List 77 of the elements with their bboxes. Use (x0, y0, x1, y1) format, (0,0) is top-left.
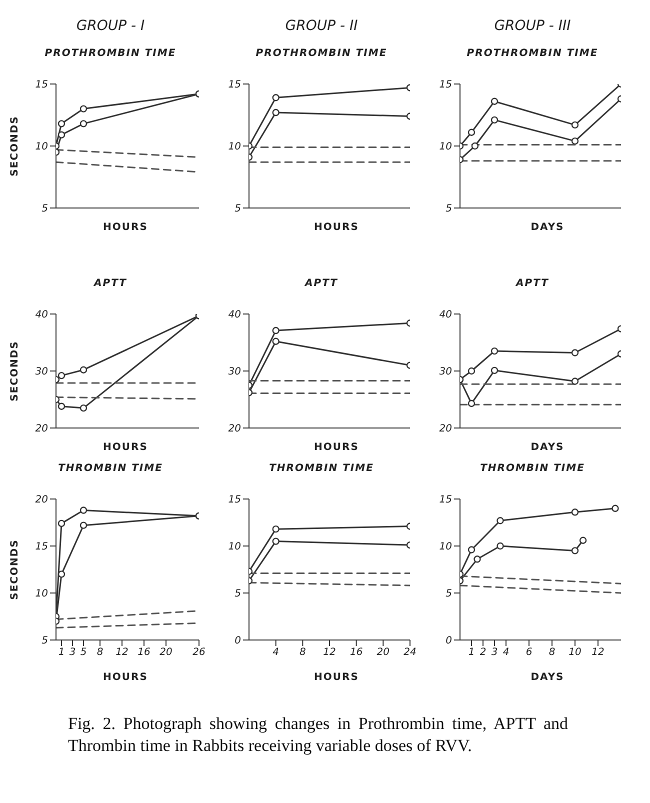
y-tick-label: 20 (439, 424, 452, 435)
x-tick-label: 24 (404, 647, 416, 658)
y-tick-label: 10 (35, 142, 48, 153)
x-tick-label: 4 (502, 647, 510, 658)
y-tick-label: 5 (446, 204, 452, 215)
y-tick-label: 40 (35, 310, 48, 321)
y-tick-label: 30 (439, 366, 452, 378)
chart-title: THROMBIN TIME (479, 463, 586, 476)
y-tick-label: 5 (42, 636, 48, 647)
x-tick-label: 20 (160, 647, 172, 658)
x-axis-title: HOURS (313, 222, 360, 233)
chart-title: APTT (304, 278, 339, 291)
x-tick-label: 6 (526, 647, 532, 658)
y-tick-label: 10 (439, 142, 452, 153)
y-tick-label: 15 (439, 80, 452, 91)
y-tick-label: 15 (35, 542, 48, 553)
x-tick-label: 8 (299, 647, 306, 658)
x-axis-title: DAYS (530, 442, 566, 453)
x-tick-label: 1 (468, 647, 475, 658)
chart-title: APTT (514, 278, 550, 291)
x-tick-label: 2 (480, 647, 486, 658)
x-tick-label: 3 (69, 647, 76, 658)
y-tick-label: 20 (228, 424, 241, 435)
text: GROUP - II (284, 18, 359, 36)
y-tick-label: 0 (446, 636, 452, 647)
y-tick-label: 40 (228, 310, 241, 321)
y-tick-label: 10 (439, 542, 452, 553)
x-tick-label: 16 (350, 647, 363, 658)
y-tick-label: 5 (446, 588, 452, 600)
x-axis-title: HOURS (313, 672, 360, 683)
chart-title: PROTHROMBIN TIME (44, 48, 178, 61)
y-tick-label: 30 (35, 366, 48, 378)
x-tick-label: 5 (80, 647, 87, 658)
chart-title: PROTHROMBIN TIME (254, 48, 388, 61)
chart-title: THROMBIN TIME (57, 463, 164, 476)
x-tick-label: 26 (192, 647, 206, 658)
x-tick-label: 16 (138, 647, 150, 658)
y-tick-label: 0 (234, 636, 241, 647)
x-axis-title: HOURS (102, 222, 149, 233)
x-axis-title: HOURS (313, 442, 360, 453)
y-axis-title: SECONDS (10, 116, 21, 176)
x-tick-label: 10 (568, 647, 582, 658)
y-tick-label: 30 (228, 366, 241, 378)
y-tick-label: 5 (42, 204, 48, 215)
y-tick-label: 15 (228, 494, 241, 506)
x-axis-title: DAYS (530, 222, 566, 233)
y-tick-label: 5 (234, 204, 241, 215)
y-tick-label: 20 (35, 424, 48, 435)
y-tick-label: 10 (35, 588, 48, 600)
x-tick-label: 8 (548, 647, 556, 658)
x-axis-title: DAYS (530, 672, 566, 683)
x-tick-label: 8 (96, 647, 104, 658)
x-tick-label: 1 (58, 647, 65, 658)
chart-title: THROMBIN TIME (268, 463, 375, 476)
x-axis-title: HOURS (102, 672, 149, 683)
y-tick-label: 20 (35, 494, 48, 506)
y-tick-label: 15 (35, 80, 48, 91)
y-tick-label: 15 (228, 80, 241, 91)
text: GROUP - III (493, 18, 572, 36)
y-tick-label: 10 (228, 542, 241, 553)
y-tick-label: 5 (234, 588, 241, 600)
y-axis-title: SECONDS (10, 340, 21, 402)
x-tick-label: 12 (592, 647, 604, 658)
caption: Fig. 2. Photograph showing changes in Prothrombin time, APTT and Thrombin time in Rabbits receiving variable doses of RVV. (68, 713, 568, 757)
x-tick-label: 4 (272, 647, 280, 658)
y-tick-label: 40 (439, 310, 452, 321)
x-axis-title: HOURS (102, 442, 149, 453)
y-tick-label: 15 (439, 494, 452, 506)
x-tick-label: 12 (116, 647, 128, 658)
chart-title: APTT (92, 278, 128, 291)
x-tick-label: 3 (491, 647, 498, 658)
x-tick-label: 12 (323, 647, 336, 658)
x-tick-label: 20 (376, 647, 390, 658)
y-axis-title: SECONDS (10, 539, 21, 600)
chart-title: PROTHROMBIN TIME (466, 48, 600, 61)
text: GROUP - I (75, 18, 146, 36)
y-tick-label: 10 (228, 142, 241, 153)
